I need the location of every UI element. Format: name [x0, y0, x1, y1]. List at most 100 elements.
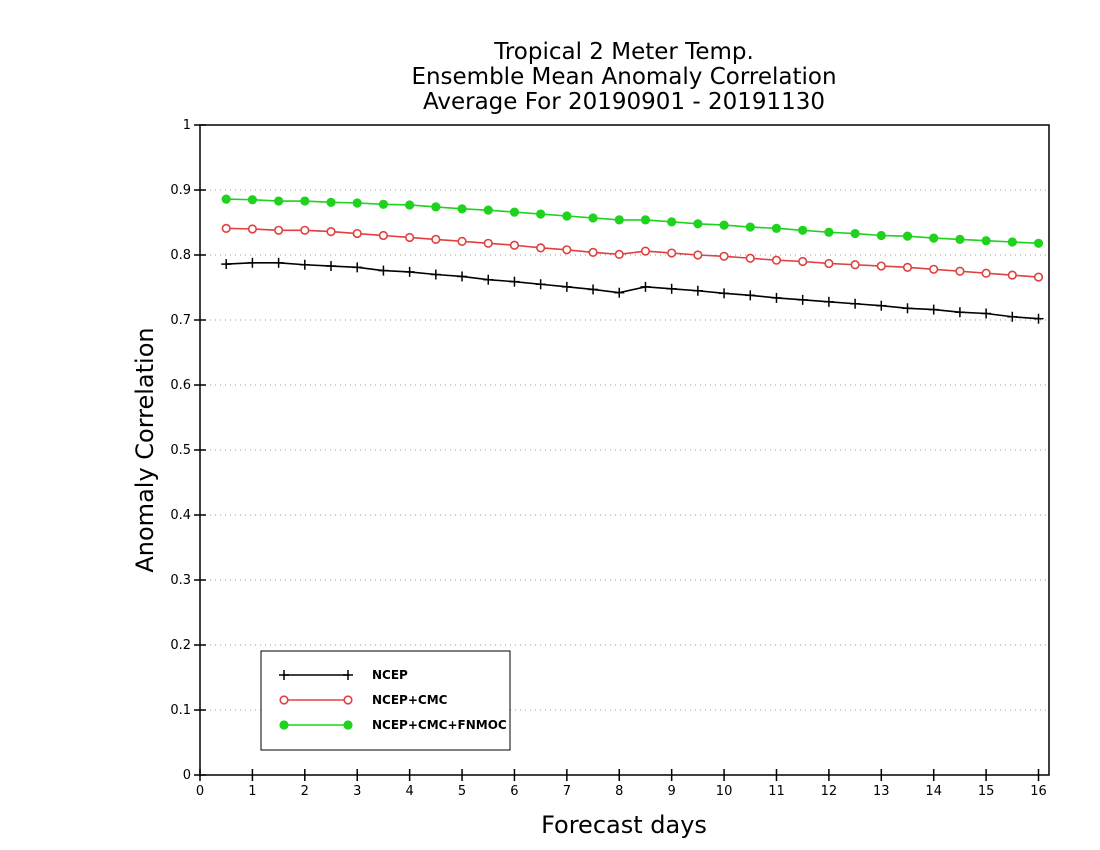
- data-point: [876, 261, 886, 271]
- data-point: [954, 307, 965, 318]
- data-point: [509, 240, 520, 250]
- x-tick-label: 7: [563, 784, 571, 799]
- data-point: [798, 225, 808, 235]
- series-line: [226, 198, 1039, 245]
- data-point: [536, 209, 546, 219]
- data-point: [588, 247, 598, 257]
- data-point: [588, 284, 599, 295]
- x-tick-label: 9: [668, 784, 676, 799]
- y-tick-label: 0.2: [170, 638, 191, 653]
- data-point: [798, 256, 808, 267]
- y-axis-label: Anomaly Correlation: [131, 327, 159, 572]
- chart-title: Tropical 2 Meter Temp. Ensemble Mean Ano…: [411, 39, 836, 115]
- data-point: [824, 227, 834, 237]
- data-point: [352, 228, 362, 239]
- data-point: [431, 234, 441, 244]
- y-tick-label: 1: [183, 118, 191, 133]
- data-point: [430, 269, 441, 280]
- data-point: [928, 304, 939, 315]
- data-point: [483, 238, 493, 248]
- data-point: [274, 225, 284, 235]
- legend-label: NCEP: [372, 668, 408, 682]
- data-point: [247, 195, 258, 205]
- data-point: [221, 194, 231, 204]
- data-point: [640, 215, 651, 225]
- x-tick-label: 1: [248, 784, 256, 799]
- data-point: [326, 227, 336, 237]
- legend-marker: [279, 720, 289, 730]
- y-tick-label: 0.6: [170, 378, 191, 393]
- series-line: [226, 227, 1039, 278]
- data-point: [431, 202, 441, 212]
- data-point: [667, 217, 677, 227]
- data-point: [745, 222, 755, 232]
- legend-label: NCEP+CMC+FNMOC: [372, 718, 507, 732]
- data-point: [981, 236, 991, 246]
- series-ncep-cmc-fnmoc: [221, 194, 1044, 248]
- data-point: [797, 294, 808, 305]
- data-point: [955, 234, 965, 244]
- data-point: [902, 303, 913, 314]
- data-point: [719, 288, 730, 299]
- data-point: [614, 215, 624, 225]
- title-line-1: Tropical 2 Meter Temp.: [493, 39, 754, 65]
- data-point: [378, 199, 389, 209]
- title-line-3: Average For 20190901 - 20191130: [423, 89, 825, 115]
- x-tick-label: 16: [1030, 784, 1047, 799]
- x-tick-label: 4: [405, 784, 413, 799]
- data-point: [562, 245, 572, 255]
- x-axis-label: Forecast days: [541, 811, 707, 839]
- data-point: [771, 223, 782, 233]
- data-point: [457, 271, 468, 282]
- y-tick-label: 0.4: [170, 508, 191, 523]
- x-tick-label: 5: [458, 784, 466, 799]
- y-tick-label: 0.8: [170, 248, 191, 263]
- data-point: [902, 262, 913, 272]
- data-point: [561, 281, 572, 292]
- x-tick-label: 0: [196, 784, 204, 799]
- data-point: [850, 228, 860, 239]
- series-line: [226, 261, 1039, 320]
- axes: 00.10.20.30.40.50.60.70.80.910 1 2 3 4 5 6 7 8 9 1…: [170, 118, 1046, 799]
- data-point: [823, 296, 834, 307]
- data-point: [221, 223, 231, 233]
- series-ncep: [221, 257, 1044, 324]
- data-point: [902, 231, 913, 241]
- data-point: [352, 198, 362, 208]
- data-point: [535, 279, 546, 290]
- data-point: [562, 211, 572, 221]
- data-point: [693, 250, 703, 260]
- data-point: [378, 230, 389, 241]
- data-point: [457, 204, 467, 214]
- data-point: [719, 220, 729, 230]
- x-tick-label: 2: [301, 784, 309, 799]
- legend-marker: [279, 670, 289, 680]
- data-point: [876, 300, 887, 311]
- data-point: [1033, 272, 1044, 282]
- data-point: [247, 224, 258, 234]
- data-point: [299, 259, 310, 270]
- data-point: [378, 265, 389, 276]
- series-ncep-cmc: [221, 223, 1044, 282]
- data-point: [667, 248, 677, 258]
- y-tick-label: 0.5: [170, 443, 191, 458]
- data-point: [247, 257, 258, 268]
- data-point: [850, 260, 860, 270]
- data-point: [640, 246, 651, 256]
- y-tick-label: 0.3: [170, 573, 191, 588]
- legend: NCEP NCEP+CMC NCEP+CMC+FNMOC: [260, 650, 511, 751]
- data-point: [692, 285, 703, 296]
- legend-label: NCEP+CMC: [372, 693, 448, 707]
- data-point: [300, 225, 310, 235]
- data-point: [274, 196, 284, 206]
- data-point: [666, 283, 677, 294]
- data-point: [771, 292, 782, 303]
- data-point: [824, 258, 834, 269]
- legend-marker: [343, 670, 353, 680]
- legend-marker: [343, 720, 353, 730]
- data-point: [929, 264, 939, 274]
- legend-marker: [279, 695, 289, 705]
- x-tick-label: 12: [821, 784, 838, 799]
- data-point: [771, 255, 782, 265]
- data-point: [1007, 237, 1017, 247]
